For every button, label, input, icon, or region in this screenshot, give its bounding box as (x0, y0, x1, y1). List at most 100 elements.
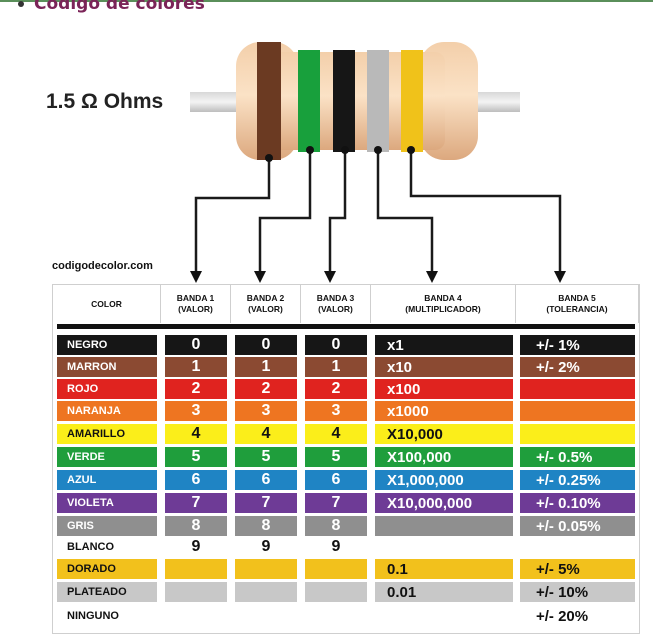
multiplier-value: x1000 (375, 401, 513, 421)
multiplier-value: X10,000 (375, 424, 513, 444)
table-row: VERDE 5 5 5 X100,000 +/- 0.5% (53, 447, 639, 467)
band-2-value (235, 559, 297, 579)
bullet-icon (18, 1, 24, 7)
table-row: VIOLETA 7 7 7 X10,000,000 +/- 0.10% (53, 493, 639, 513)
header-color: COLOR (53, 285, 161, 323)
band-2-value: 5 (235, 447, 297, 467)
resistor-diagram (190, 42, 566, 283)
multiplier-value: X10,000,000 (375, 493, 513, 513)
multiplier-value: x10 (375, 357, 513, 377)
band-1-value: 7 (165, 493, 227, 513)
multiplier-value (375, 606, 513, 626)
tolerance-value (520, 401, 635, 421)
band-3-value: 2 (305, 379, 367, 399)
multiplier-value (375, 537, 513, 557)
band-2-value: 9 (235, 537, 297, 557)
color-name: ROJO (57, 379, 157, 399)
resistor-band-2 (298, 50, 320, 152)
band-2-value: 6 (235, 470, 297, 490)
color-name: NEGRO (57, 335, 157, 355)
resistance-value-label: 1.5 Ω Ohms (46, 90, 164, 113)
band-1-value (165, 582, 227, 602)
section-heading: Código de colores (18, 0, 205, 14)
band-pointer-lines (194, 150, 562, 272)
tolerance-value: +/- 2% (520, 357, 635, 377)
band-3-value (305, 559, 367, 579)
band-2-value: 0 (235, 335, 297, 355)
color-name: VERDE (57, 447, 157, 467)
header-divider (57, 324, 635, 329)
color-name: GRIS (57, 516, 157, 536)
band-1-value: 4 (165, 424, 227, 444)
multiplier-value: X1,000,000 (375, 470, 513, 490)
tolerance-value (520, 379, 635, 399)
header-band-1: BANDA 1 (VALOR) (161, 285, 231, 323)
band-1-value: 3 (165, 401, 227, 421)
band-1-value (165, 606, 227, 626)
band-3-value: 4 (305, 424, 367, 444)
multiplier-value: X100,000 (375, 447, 513, 467)
band-pointer-arrows (190, 271, 566, 283)
band-2-value (235, 606, 297, 626)
color-name: AZUL (57, 470, 157, 490)
multiplier-value: x100 (375, 379, 513, 399)
band-1-value: 0 (165, 335, 227, 355)
band-2-value: 8 (235, 516, 297, 536)
band-3-value: 7 (305, 493, 367, 513)
color-code-table: COLOR BANDA 1 (VALOR) BANDA 2 (VALOR) BA… (52, 284, 640, 634)
band-3-value: 1 (305, 357, 367, 377)
band-2-value: 1 (235, 357, 297, 377)
band-1-value: 9 (165, 537, 227, 557)
band-3-value: 3 (305, 401, 367, 421)
band-1-value: 2 (165, 379, 227, 399)
resistor-band-5 (401, 50, 423, 152)
multiplier-value: 0.01 (375, 582, 513, 602)
color-name: BLANCO (57, 537, 157, 557)
source-credit: codigodecolor.com (52, 260, 153, 272)
color-name: NARANJA (57, 401, 157, 421)
table-row: NINGUNO +/- 20% (53, 606, 639, 626)
band-pointer-dots (265, 146, 415, 162)
tolerance-value (520, 424, 635, 444)
band-3-value: 8 (305, 516, 367, 536)
tolerance-value: +/- 5% (520, 559, 635, 579)
table-row: NARANJA 3 3 3 x1000 (53, 401, 639, 421)
tolerance-value: +/- 20% (520, 606, 635, 626)
table-row: BLANCO 9 9 9 (53, 537, 639, 557)
resistor-band-1 (257, 42, 281, 160)
table-row: AZUL 6 6 6 X1,000,000 +/- 0.25% (53, 470, 639, 490)
tolerance-value: +/- 0.10% (520, 493, 635, 513)
section-heading-text: Código de colores (34, 0, 205, 14)
band-1-value: 5 (165, 447, 227, 467)
band-1-value: 8 (165, 516, 227, 536)
multiplier-value: x1 (375, 335, 513, 355)
table-row: PLATEADO 0.01 +/- 10% (53, 582, 639, 602)
band-2-value (235, 582, 297, 602)
tolerance-value: +/- 0.25% (520, 470, 635, 490)
color-name: PLATEADO (57, 582, 157, 602)
band-2-value: 7 (235, 493, 297, 513)
table-row: NEGRO 0 0 0 x1 +/- 1% (53, 335, 639, 355)
header-band-2: BANDA 2 (VALOR) (231, 285, 301, 323)
table-row: DORADO 0.1 +/- 5% (53, 559, 639, 579)
band-3-value (305, 606, 367, 626)
tolerance-value: +/- 10% (520, 582, 635, 602)
band-3-value: 9 (305, 537, 367, 557)
resistor-band-4 (367, 50, 389, 152)
tolerance-value (520, 537, 635, 557)
tolerance-value: +/- 1% (520, 335, 635, 355)
table-row: GRIS 8 8 8 +/- 0.05% (53, 516, 639, 536)
resistor-band-3 (333, 50, 355, 152)
band-1-value: 1 (165, 357, 227, 377)
color-name: DORADO (57, 559, 157, 579)
tolerance-value: +/- 0.5% (520, 447, 635, 467)
table-row: AMARILLO 4 4 4 X10,000 (53, 424, 639, 444)
band-3-value: 6 (305, 470, 367, 490)
multiplier-value (375, 516, 513, 536)
band-3-value: 5 (305, 447, 367, 467)
header-band-5: BANDA 5 (TOLERANCIA) (516, 285, 639, 323)
band-1-value: 6 (165, 470, 227, 490)
band-2-value: 4 (235, 424, 297, 444)
header-band-4: BANDA 4 (MULTIPLICADOR) (371, 285, 516, 323)
top-divider (0, 0, 653, 2)
